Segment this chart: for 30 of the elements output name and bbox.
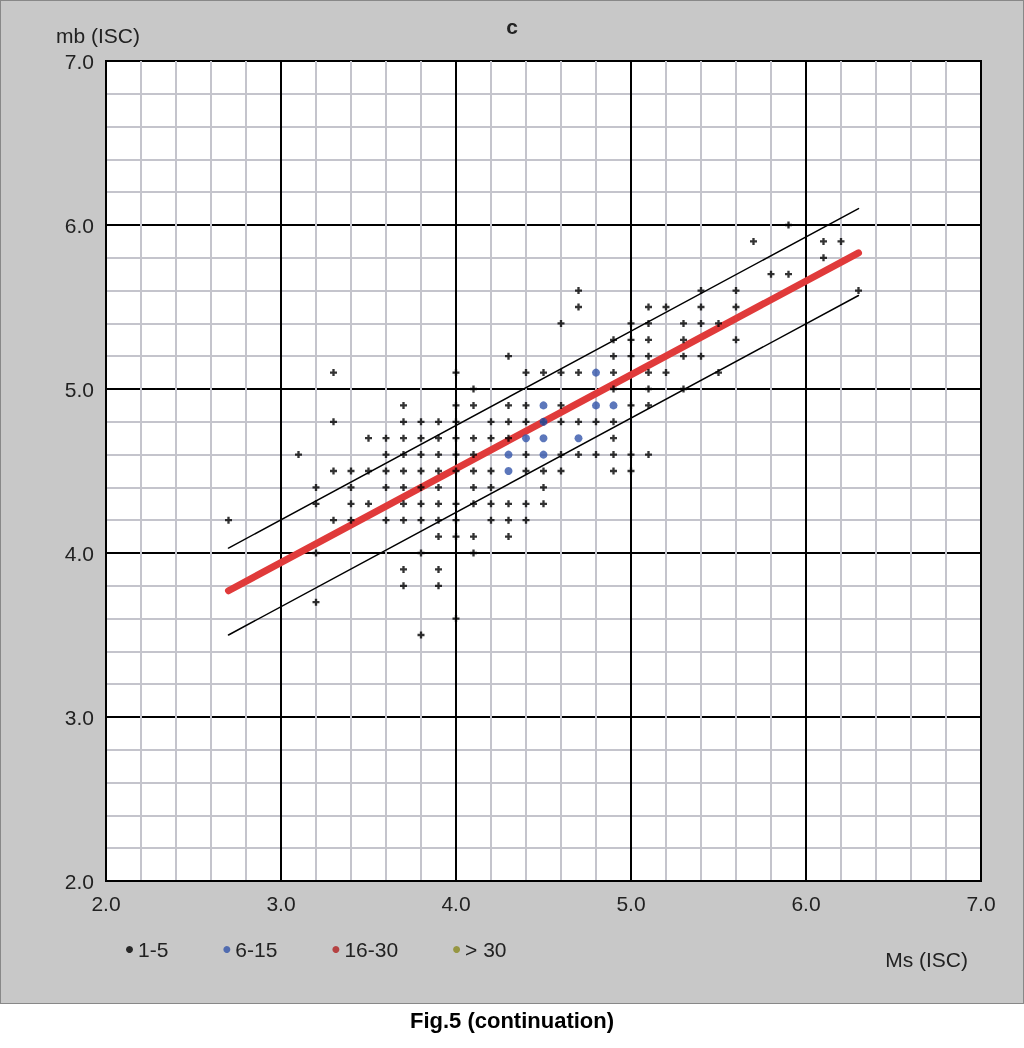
x-tick-label: 5.0 bbox=[616, 892, 646, 915]
y-tick-label: 6.0 bbox=[64, 213, 94, 237]
point bbox=[539, 434, 548, 443]
x-tick-label: 3.0 bbox=[266, 892, 296, 915]
point bbox=[522, 434, 530, 443]
point bbox=[592, 401, 600, 410]
y-tick-label: 5.0 bbox=[64, 377, 94, 401]
legend-label: 1-5 bbox=[138, 938, 169, 961]
x-tick-label: 4.0 bbox=[441, 892, 471, 915]
point bbox=[539, 450, 548, 459]
point bbox=[592, 368, 600, 377]
y-tick-label: 3.0 bbox=[64, 705, 94, 729]
legend-label: > 30 bbox=[465, 938, 507, 961]
y-tick-label: 2.0 bbox=[64, 869, 94, 893]
y-tick-label: 4.0 bbox=[64, 541, 94, 565]
point bbox=[504, 450, 513, 459]
legend-label: 16-30 bbox=[344, 938, 399, 961]
chart-title: c bbox=[506, 15, 519, 38]
x-axis-title: Ms (ISC) bbox=[885, 948, 969, 971]
point bbox=[539, 401, 548, 410]
x-tick-label: 2.0 bbox=[91, 892, 121, 915]
point bbox=[609, 401, 618, 410]
x-tick-label: 6.0 bbox=[791, 892, 821, 915]
point bbox=[574, 434, 583, 443]
caption: Fig.5 (continuation) bbox=[408, 1008, 616, 1034]
y-axis-title: mb (ISC) bbox=[56, 24, 140, 47]
legend-label: 6-15 bbox=[235, 938, 278, 961]
point bbox=[504, 467, 513, 475]
x-tick-label: 7.0 bbox=[966, 892, 996, 915]
y-tick-label: 7.0 bbox=[64, 49, 94, 73]
